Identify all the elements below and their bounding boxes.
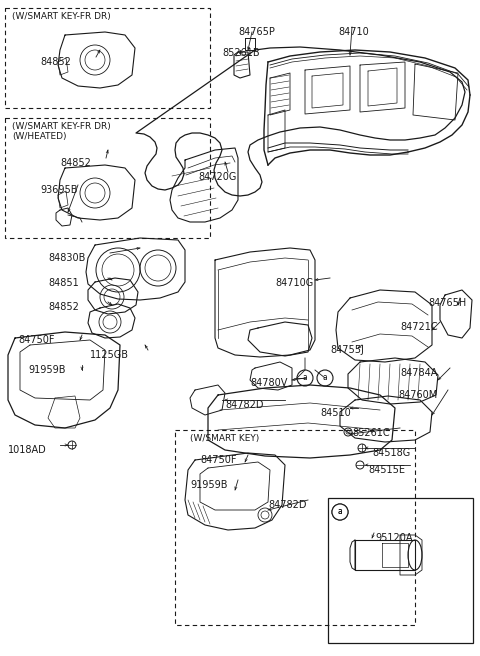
Text: (W/SMART KEY-FR DR)
(W/HEATED): (W/SMART KEY-FR DR) (W/HEATED) <box>12 122 111 142</box>
Bar <box>5 118 210 238</box>
Text: 84780V: 84780V <box>250 378 288 388</box>
Text: 1125GB: 1125GB <box>90 350 129 360</box>
Text: 1018AD: 1018AD <box>8 445 47 455</box>
Circle shape <box>332 504 348 520</box>
Text: 84515E: 84515E <box>368 465 405 475</box>
Circle shape <box>297 370 313 386</box>
Text: 84852: 84852 <box>48 302 79 312</box>
Text: 84782D: 84782D <box>225 400 264 410</box>
Circle shape <box>332 504 348 520</box>
Ellipse shape <box>408 540 422 570</box>
Text: 84710G: 84710G <box>275 278 313 288</box>
Text: 85261B: 85261B <box>222 48 260 58</box>
Text: 84852: 84852 <box>60 158 91 168</box>
Text: a: a <box>302 373 307 382</box>
Text: 84710: 84710 <box>338 27 369 37</box>
Text: 91959B: 91959B <box>190 480 228 490</box>
Text: 84760M: 84760M <box>398 390 437 400</box>
Text: a: a <box>337 508 342 516</box>
Bar <box>5 8 210 108</box>
Text: 84852: 84852 <box>40 57 71 67</box>
Text: 84518G: 84518G <box>372 448 410 458</box>
Bar <box>328 498 473 643</box>
Text: 95120A: 95120A <box>375 533 412 543</box>
Text: (W/SMART KEY-FR DR): (W/SMART KEY-FR DR) <box>12 12 111 21</box>
Text: 84750F: 84750F <box>200 455 237 465</box>
Text: 84721C: 84721C <box>400 322 438 332</box>
Text: 84720G: 84720G <box>198 172 236 182</box>
Text: 84750F: 84750F <box>18 335 55 345</box>
Text: 84830B: 84830B <box>48 253 85 263</box>
Text: a: a <box>323 373 327 382</box>
Text: 84765P: 84765P <box>238 27 275 37</box>
Text: 85261C: 85261C <box>352 428 390 438</box>
Text: 93695B: 93695B <box>40 185 77 195</box>
Text: 84510: 84510 <box>320 408 351 418</box>
Text: 84851: 84851 <box>48 278 79 288</box>
Text: 84784A: 84784A <box>400 368 437 378</box>
Text: a: a <box>337 508 342 516</box>
Text: 84755J: 84755J <box>330 345 364 355</box>
Text: 91959B: 91959B <box>28 365 65 375</box>
Bar <box>175 430 415 625</box>
Circle shape <box>317 370 333 386</box>
Text: (W/SMART KEY): (W/SMART KEY) <box>190 434 259 443</box>
Text: 84782D: 84782D <box>268 500 307 510</box>
Text: 84765H: 84765H <box>428 298 466 308</box>
